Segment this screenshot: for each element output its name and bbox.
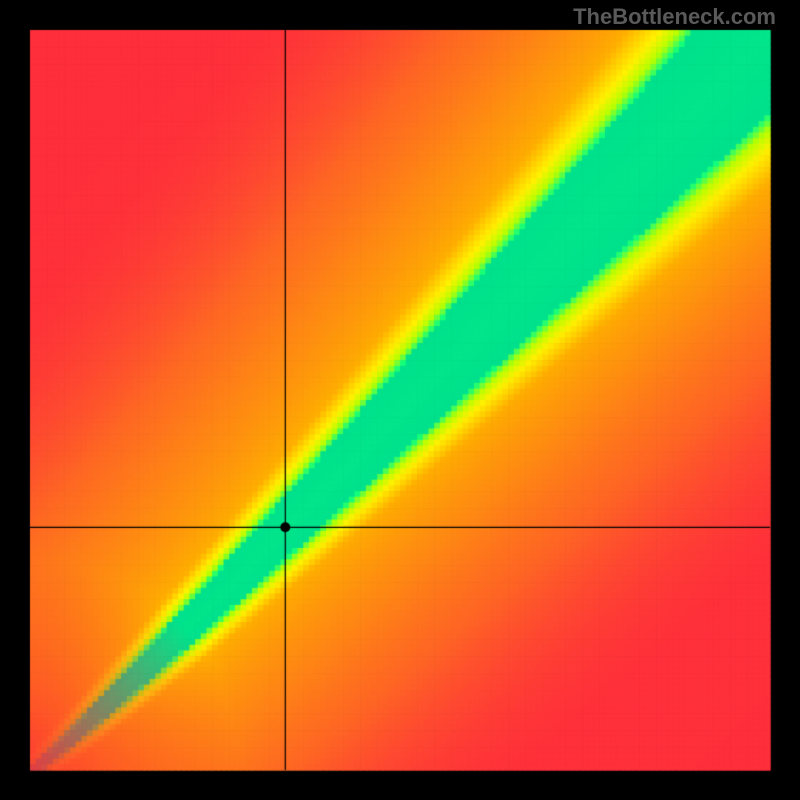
chart-container: TheBottleneck.com bbox=[0, 0, 800, 800]
heatmap-canvas bbox=[0, 0, 800, 800]
watermark-text: TheBottleneck.com bbox=[573, 4, 776, 30]
